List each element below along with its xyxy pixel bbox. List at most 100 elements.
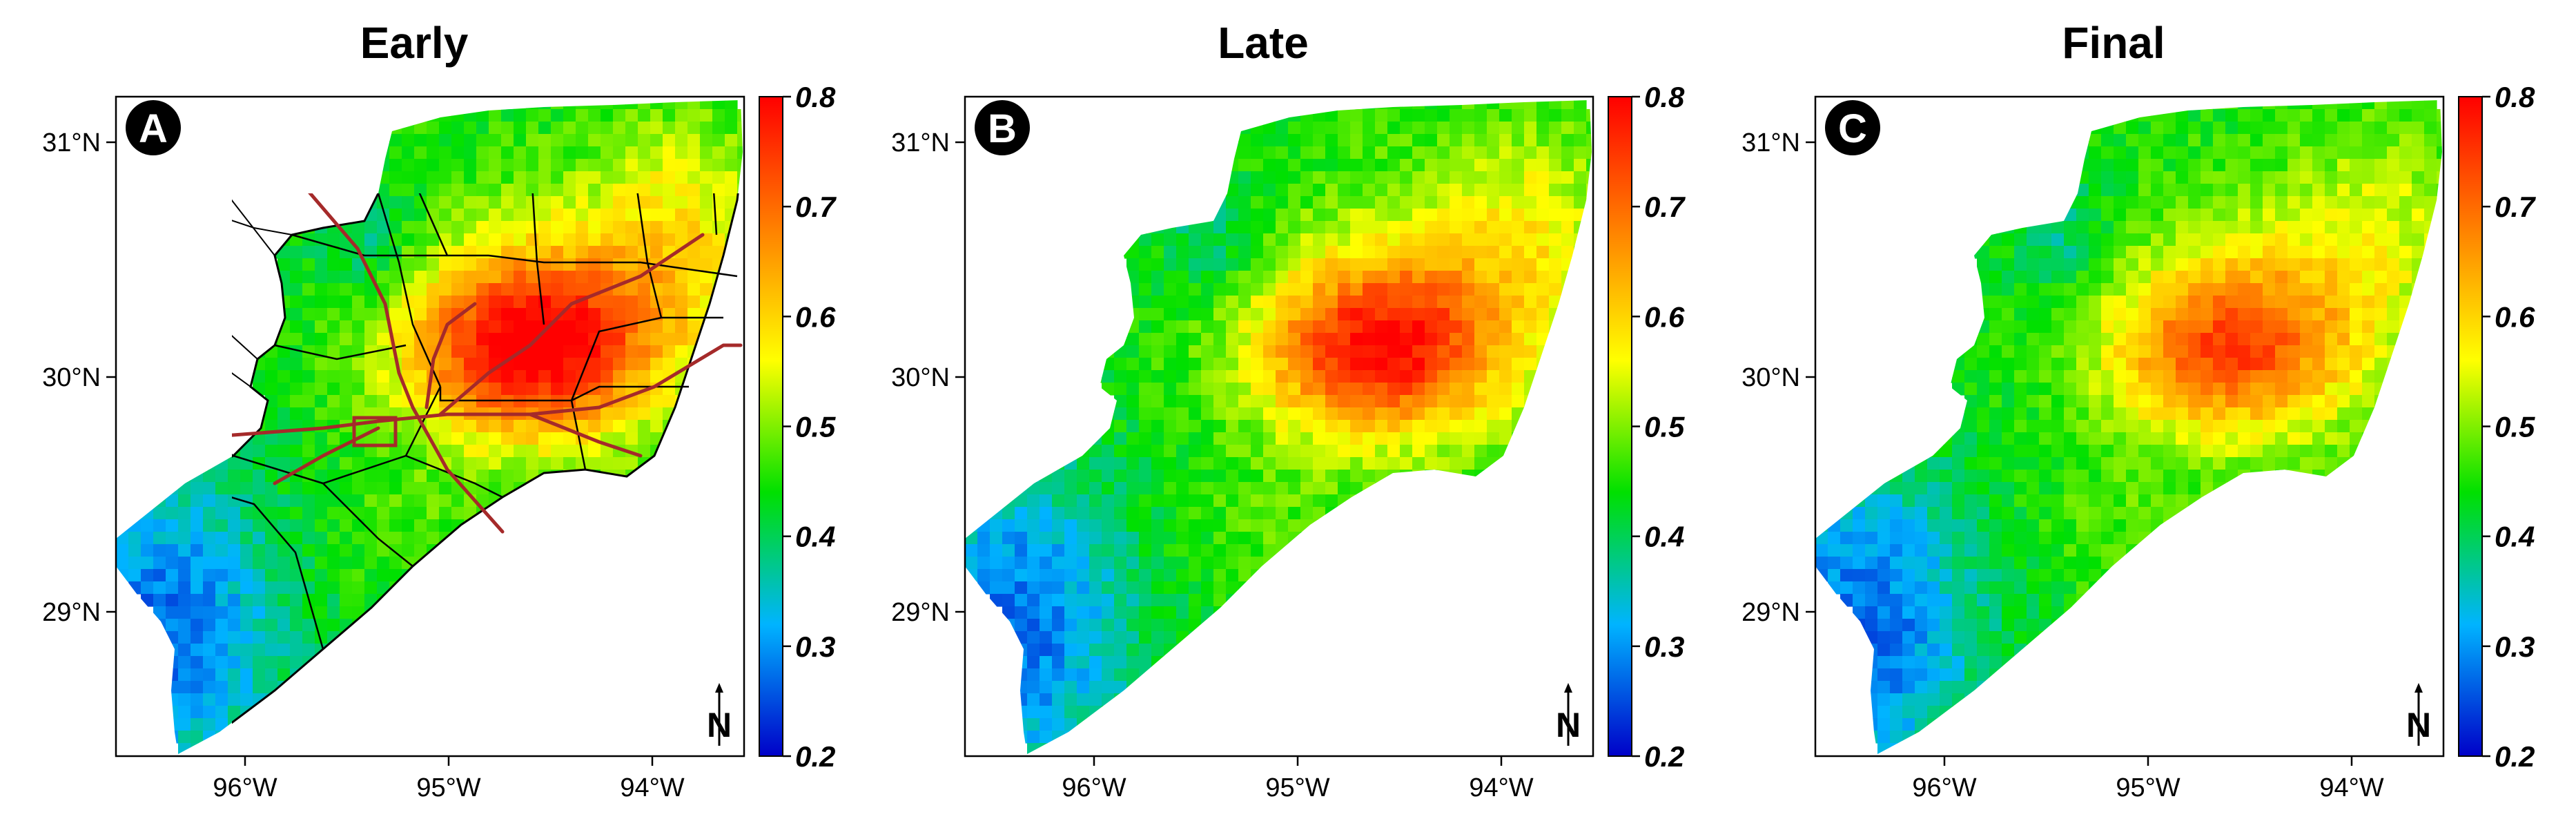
lat-tick-label: 31°N [1741,128,1800,157]
lon-tick-label: 95°W [416,773,480,802]
raster-field [1815,100,2442,754]
north-label: N [2406,706,2431,744]
panel-final: Final 31°N 30°N 29°N 96°W 95°W 94°W C N 0.8 0.7 0.6… [1741,18,2536,802]
county-border [232,372,251,387]
lon-tick-label: 96°W [1912,773,1976,802]
highway-line [438,233,705,416]
colorbar-tick-label: 0.2 [1644,740,1684,773]
colorbar [759,96,783,757]
lon-tick-label: 94°W [1469,773,1533,802]
county-border [116,663,175,670]
lon-tick-label: 94°W [2319,773,2383,802]
colorbar-tick-label: 0.8 [1644,81,1685,113]
county-border [1815,290,1957,359]
colorbar-tick-label: 0.4 [795,521,835,553]
county-border [965,352,1100,387]
map-overlay [116,97,743,724]
county-border [965,414,1082,456]
colorbar-tick-label: 0.3 [1644,630,1684,663]
north-label: N [1556,706,1581,744]
county-border [1124,110,1227,193]
map-frame [964,95,1594,758]
county-border [405,454,503,499]
lon-tick-label: 96°W [213,773,277,802]
lat-tick-label: 29°N [1741,598,1800,627]
county-border [2126,97,2140,117]
colorbar [1608,96,1632,757]
county-border [233,386,442,485]
panel-title: Late [1218,18,1309,68]
raster-field [965,100,1592,754]
panel-late: Late 31°N 30°N 29°N 96°W 95°W 94°W B N 0.8 0.7 0.6 0… [891,18,1686,802]
county-border [1877,97,1974,255]
county-border [344,97,385,159]
county-border [232,335,258,360]
lon-tick-label: 96°W [1062,773,1126,802]
colorbar-tick-label: 0.3 [795,630,835,663]
county-border [206,97,282,138]
county-border [1974,110,2078,193]
panel-title: Early [360,18,469,68]
colorbar [2458,96,2483,757]
county-border [322,483,413,567]
county-border [418,193,449,256]
panel-badge [1825,100,1880,155]
north-arrow-head [2414,683,2423,693]
county-border [2043,97,2085,159]
county-border [965,663,1024,670]
colorbar-tick-label: 0.7 [1644,191,1686,223]
lat-tick-label: 31°N [891,128,950,157]
county-border [712,193,718,235]
county-border [232,199,275,256]
colorbar-tick-label: 0.7 [795,191,837,223]
county-border [1027,97,1124,255]
north-arrow-head [1564,683,1572,693]
county-border [377,193,378,194]
county-border [1815,414,1933,456]
county-border [232,496,324,650]
colorbar-tick-label: 0.2 [795,740,835,773]
county-border [274,344,407,360]
lat-tick-label: 29°N [42,598,101,627]
highway-line [411,405,505,534]
highway-line [528,412,643,458]
highway-line [273,426,380,485]
county-border [1815,352,1950,387]
highway-line [232,343,743,437]
county-border [965,290,1106,359]
colorbar-tick-label: 0.5 [1644,411,1685,443]
county-border [1815,207,1991,235]
colorbar-tick-label: 0.6 [1644,300,1685,333]
panel-badge-label: C [1838,106,1867,151]
county-border [570,316,723,401]
county-border [232,454,234,456]
county-border [377,193,442,387]
map-frame [1814,95,2445,758]
county-border [1815,663,1874,670]
county-border [1055,97,1131,138]
lon-tick-label: 95°W [2116,773,2180,802]
raster-field [116,100,743,754]
lat-tick-label: 31°N [42,128,101,157]
colorbar-tick-label: 0.7 [2495,191,2536,223]
county-border [427,97,440,117]
county-border [291,233,489,257]
colorbar-tick-label: 0.6 [795,300,836,333]
panel-badge-label: B [988,106,1017,151]
lat-tick-label: 30°N [891,363,950,392]
colorbar-tick-label: 0.3 [2495,630,2535,663]
lon-tick-label: 94°W [620,773,684,802]
county-border [488,254,738,278]
county-border [1193,97,1234,159]
panel-badge [126,100,181,155]
colorbar-tick-label: 0.5 [2495,411,2535,443]
county-border [965,207,1141,235]
colorbar-tick-label: 0.5 [795,411,836,443]
highway-line [308,193,415,409]
panel-title: Final [2062,18,2165,68]
map-frame [115,95,745,758]
panel-badge-label: A [139,106,168,151]
north-arrow-head [715,683,723,693]
county-border [1905,97,1981,138]
